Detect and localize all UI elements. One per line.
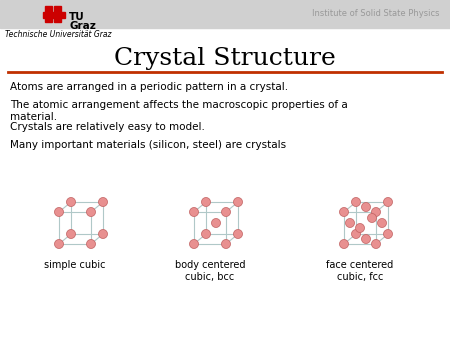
Circle shape xyxy=(221,208,230,217)
Text: Many important materials (silicon, steel) are crystals: Many important materials (silicon, steel… xyxy=(10,140,286,150)
Circle shape xyxy=(189,208,198,217)
Circle shape xyxy=(99,197,108,207)
Circle shape xyxy=(378,218,387,227)
Circle shape xyxy=(361,235,370,243)
Bar xyxy=(54,6,61,22)
Circle shape xyxy=(86,240,95,248)
Text: Crystal Structure: Crystal Structure xyxy=(114,47,336,70)
Circle shape xyxy=(212,218,220,227)
Text: face centered
cubic, fcc: face centered cubic, fcc xyxy=(326,260,394,282)
Text: Institute of Solid State Physics: Institute of Solid State Physics xyxy=(312,9,440,19)
Circle shape xyxy=(234,230,243,239)
Circle shape xyxy=(372,208,381,217)
Text: Crystals are relatively easy to model.: Crystals are relatively easy to model. xyxy=(10,122,205,132)
Circle shape xyxy=(67,230,76,239)
Circle shape xyxy=(54,208,63,217)
Circle shape xyxy=(234,197,243,207)
Bar xyxy=(45,6,52,22)
Circle shape xyxy=(346,218,355,227)
Circle shape xyxy=(86,208,95,217)
Circle shape xyxy=(202,197,211,207)
Circle shape xyxy=(383,197,392,207)
Circle shape xyxy=(189,240,198,248)
Bar xyxy=(43,12,65,18)
Circle shape xyxy=(372,240,381,248)
Text: TU
Graz: TU Graz xyxy=(69,12,96,31)
Circle shape xyxy=(202,230,211,239)
Circle shape xyxy=(368,214,377,222)
Circle shape xyxy=(99,230,108,239)
Text: simple cubic: simple cubic xyxy=(44,260,106,270)
Circle shape xyxy=(351,230,360,239)
Circle shape xyxy=(221,240,230,248)
Circle shape xyxy=(339,208,348,217)
Circle shape xyxy=(383,230,392,239)
Circle shape xyxy=(361,202,370,212)
Text: The atomic arrangement affects the macroscopic properties of a
material.: The atomic arrangement affects the macro… xyxy=(10,100,348,122)
Circle shape xyxy=(339,240,348,248)
Bar xyxy=(0,0,450,28)
Circle shape xyxy=(67,197,76,207)
Text: Technische Universität Graz: Technische Universität Graz xyxy=(5,30,112,39)
Circle shape xyxy=(54,240,63,248)
Text: body centered
cubic, bcc: body centered cubic, bcc xyxy=(175,260,245,282)
Text: Atoms are arranged in a periodic pattern in a crystal.: Atoms are arranged in a periodic pattern… xyxy=(10,82,288,92)
Circle shape xyxy=(356,223,364,233)
Circle shape xyxy=(351,197,360,207)
